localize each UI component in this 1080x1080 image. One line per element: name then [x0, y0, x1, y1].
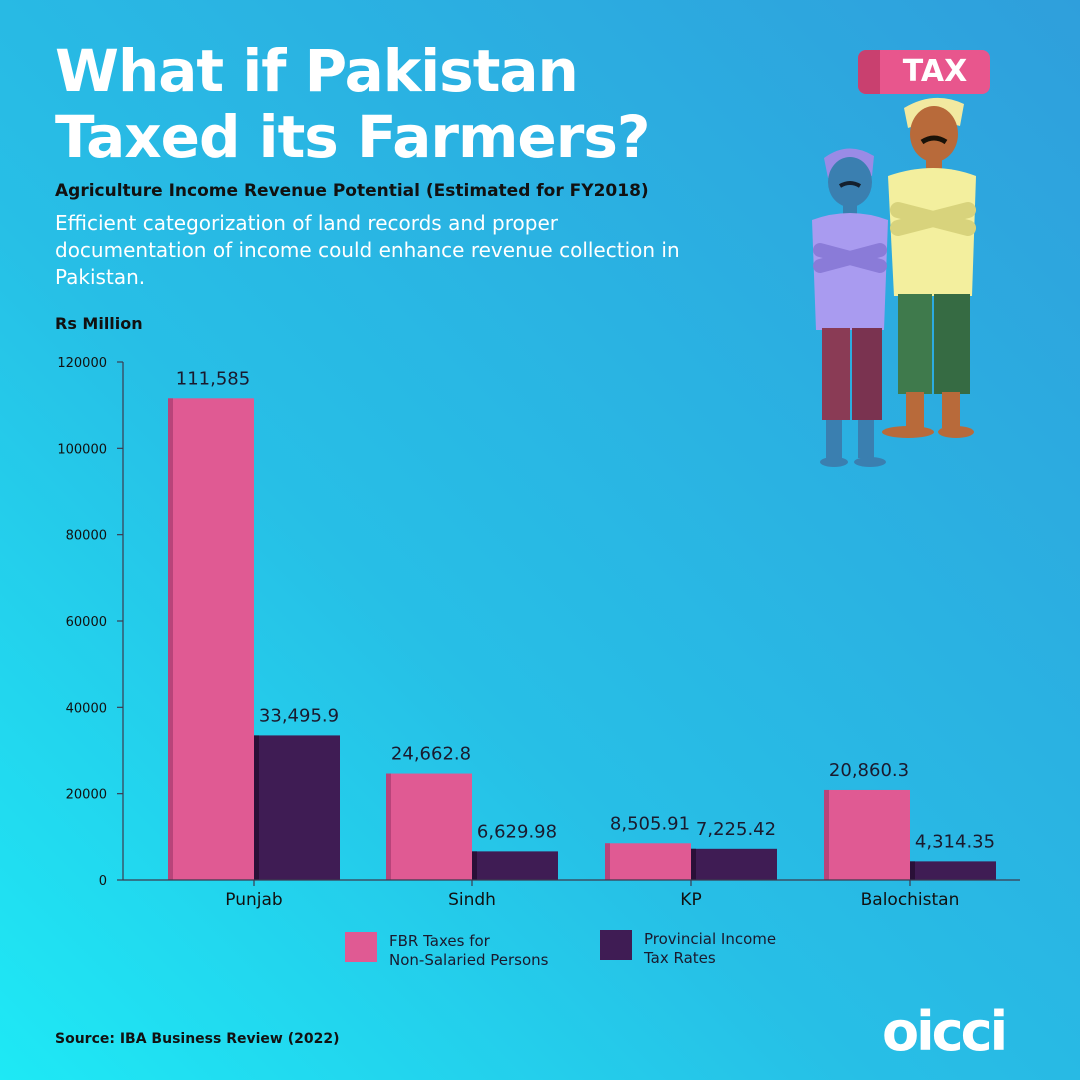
legend-label-provincial-line-2: Tax Rates	[644, 949, 716, 967]
bar-fbr-punjab	[168, 398, 254, 880]
y-tick-label: 80000	[66, 529, 107, 544]
data-label: 6,629.98	[477, 821, 557, 842]
tax-badge-text: TAX	[902, 54, 968, 89]
data-label: 111,585	[176, 368, 250, 389]
x-tick-label-balochistan: Balochistan	[861, 890, 960, 910]
bar-provincial-punjab	[254, 735, 340, 880]
y-tick-label: 20000	[66, 788, 107, 803]
legend-label-provincial: Provincial Income Tax Rates	[644, 930, 776, 968]
y-tick-label: 0	[99, 874, 107, 889]
title-line-2: Taxed its Farmers?	[55, 103, 651, 171]
bar-fbr-balochistan	[824, 789, 910, 880]
bar-provincial-kp	[691, 848, 777, 880]
bar-shade	[691, 848, 696, 880]
x-tick-label-punjab: Punjab	[225, 890, 282, 910]
farmer-right-figure	[882, 97, 976, 438]
bar-shade	[386, 773, 391, 880]
legend-label-fbr-line-2: Non-Salaried Persons	[389, 951, 549, 969]
data-label: 4,314.35	[915, 831, 995, 852]
source-citation: Source: IBA Business Review (2022)	[55, 1031, 340, 1047]
tax-badge: TAX	[858, 50, 990, 94]
bar-shade	[824, 789, 829, 880]
bar-fbr-kp	[605, 843, 691, 880]
oicci-logo: oicci	[882, 1000, 1008, 1063]
data-label: 24,662.8	[391, 744, 471, 765]
bar-shade	[168, 398, 173, 880]
legend-item-provincial: Provincial Income Tax Rates	[600, 930, 776, 968]
bar-fbr-sindh	[386, 773, 472, 880]
data-label: 20,860.3	[829, 760, 909, 781]
description-text: Efficient categorization of land records…	[55, 211, 680, 289]
y-axis-unit-label: Rs Million	[55, 314, 143, 333]
y-tick-label: 60000	[66, 615, 107, 630]
x-tick-label-kp: KP	[680, 890, 701, 910]
data-label: 33,495.9	[259, 705, 339, 726]
y-tick-label: 120000	[57, 356, 107, 371]
farmer-left-figure	[812, 148, 888, 467]
bar-shade	[472, 851, 477, 880]
legend-swatch-fbr	[345, 932, 377, 962]
legend-swatch-provincial	[600, 930, 632, 960]
bar-shade	[254, 735, 259, 880]
legend-label-fbr: FBR Taxes for Non-Salaried Persons	[389, 932, 548, 970]
chart-subtitle: Agriculture Income Revenue Potential (Es…	[55, 181, 649, 201]
title-line-1: What if Pakistan	[55, 37, 579, 105]
farmers-illustration	[812, 97, 976, 467]
legend-label-fbr-line-1: FBR Taxes for	[389, 932, 490, 950]
y-tick-label: 40000	[66, 701, 107, 716]
legend-item-fbr: FBR Taxes for Non-Salaried Persons	[345, 932, 548, 970]
x-tick-label-sindh: Sindh	[448, 890, 496, 910]
chart-title: What if Pakistan Taxed its Farmers?	[55, 37, 651, 171]
bar-provincial-sindh	[472, 851, 558, 880]
y-tick-label: 100000	[57, 442, 107, 457]
bar-provincial-balochistan	[910, 861, 996, 880]
legend-label-provincial-line-1: Provincial Income	[644, 930, 777, 948]
bar-shade	[910, 861, 915, 880]
bar-shade	[605, 843, 610, 880]
data-label: 8,505.91	[610, 813, 690, 834]
data-label: 7,225.42	[696, 819, 776, 840]
